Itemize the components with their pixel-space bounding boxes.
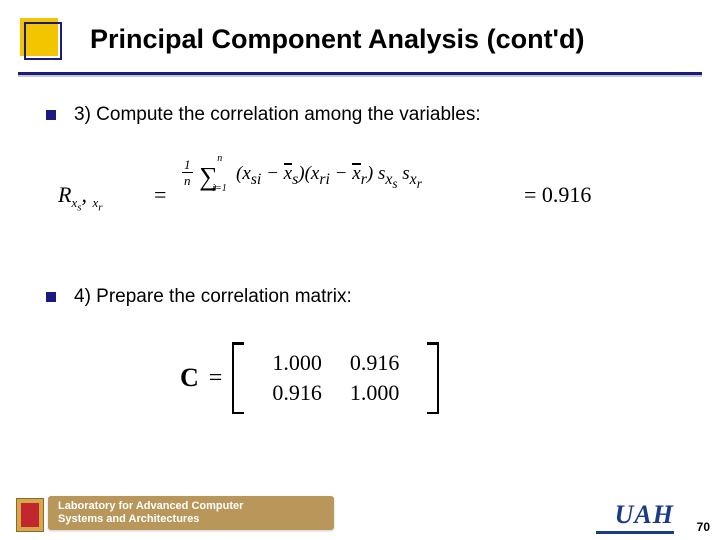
matrix-cell: 0.916: [258, 378, 336, 408]
bullet-text-1: 3) Compute the correlation among the var…: [74, 104, 481, 126]
frac-bot: n: [182, 172, 193, 187]
minus-2: −: [330, 163, 352, 184]
bullet-text-2: 4) Prepare the correlation matrix:: [74, 286, 352, 308]
fraction: 1 n ∑ n i=1 (xsi − xs)(xri − xr) sxs sxr: [182, 158, 512, 192]
numerator: 1 n ∑ n i=1 (xsi − xs)(xri − xr): [182, 163, 378, 188]
matrix-cell: 1.000: [258, 348, 336, 378]
slide-title: Principal Component Analysis (cont'd): [90, 24, 584, 55]
bullet-row-2: 4) Prepare the correlation matrix:: [46, 286, 352, 308]
page-number: 70: [697, 520, 710, 534]
matrix-eq: =: [209, 365, 223, 392]
bullet-row-1: 3) Compute the correlation among the var…: [46, 104, 481, 126]
summation: ∑ n i=1: [199, 159, 229, 191]
uah-logo-text: UAH: [615, 500, 674, 530]
uah-underline: [596, 531, 674, 534]
s2-sub: x: [410, 171, 417, 188]
s2-subsub: r: [417, 176, 422, 191]
footer-lab-bar: Laboratory for Advanced Computer Systems…: [48, 496, 334, 530]
result-value: 0.916: [542, 182, 592, 207]
matrix-cell: 0.916: [336, 348, 414, 378]
denominator: sxs sxr: [378, 157, 422, 184]
footer-logo-icon: [16, 498, 44, 532]
one-over-n: 1 n: [182, 158, 193, 187]
lhs-R: R: [58, 182, 71, 207]
slide: Principal Component Analysis (cont'd) 3)…: [0, 0, 720, 540]
lhs-x2-sub: r: [98, 202, 102, 214]
comma: ,: [81, 182, 92, 207]
footer-lab-line1: Laboratory for Advanced Computer: [58, 500, 334, 513]
corner-accent-border: [24, 22, 62, 60]
result-eq: =: [524, 182, 542, 207]
x-si: x: [242, 163, 250, 184]
bracket-right-icon: [427, 342, 439, 414]
x-si-sub: si: [251, 171, 262, 188]
sum-lower: i=1: [212, 183, 227, 194]
matrix-formula: C = 1.000 0.916 0.916 1.000: [180, 342, 439, 414]
formula-eq: =: [154, 182, 166, 208]
matrix-row: 0.916 1.000: [258, 378, 413, 408]
sum-upper: n: [217, 153, 222, 164]
matrix-cell: 1.000: [336, 378, 414, 408]
formula-lhs: Rxs, xr: [58, 182, 102, 214]
matrix-body: 1.000 0.916 0.916 1.000: [244, 342, 427, 414]
s1-subsub: s: [392, 176, 397, 191]
matrix-label: C: [180, 363, 199, 393]
xbar-s: x: [284, 163, 292, 184]
xbar-r: x: [352, 163, 360, 184]
frac-top: 1: [182, 158, 193, 172]
title-rule-shadow: [18, 75, 702, 77]
footer: Laboratory for Advanced Computer Systems…: [0, 492, 720, 540]
x-ri-sub: ri: [319, 171, 330, 188]
footer-lab-line2: Systems and Architectures: [58, 513, 334, 526]
bullet-icon: [46, 292, 56, 302]
paren-close-2: ): [367, 163, 373, 184]
minus-1: −: [261, 163, 283, 184]
result: = 0.916: [524, 182, 591, 208]
bullet-icon: [46, 110, 56, 120]
bracket-left-icon: [232, 342, 244, 414]
matrix-row: 1.000 0.916: [258, 348, 413, 378]
s2: s: [402, 163, 409, 184]
